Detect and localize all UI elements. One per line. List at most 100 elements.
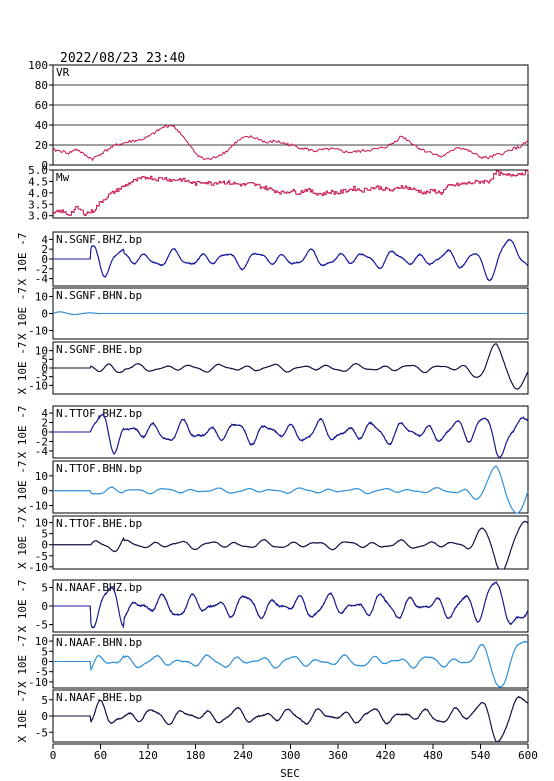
y-tick-label: -10 xyxy=(28,676,48,689)
panel-label: N.NAAF.BHN.bp xyxy=(56,636,142,649)
y-tick-label: -5 xyxy=(35,666,48,679)
panel-frame xyxy=(52,515,529,570)
y-axis-label: X 10E -7 xyxy=(16,406,29,459)
panel-frame xyxy=(52,169,529,219)
x-axis: 0 60 120 180 240 300 360 420 480 540 600 xyxy=(50,743,538,762)
y-tick-label: -5 xyxy=(35,371,48,384)
x-tick-label: 480 xyxy=(423,749,443,762)
y-tick-label: 4.5 xyxy=(28,175,48,188)
y-tick-label: 3.5 xyxy=(28,198,48,211)
series-line xyxy=(53,169,529,216)
x-tick-label: 0 xyxy=(50,749,57,762)
y-axis-label: X 10E -7 xyxy=(16,233,29,286)
panel-label: VR xyxy=(56,66,70,79)
y-tick-label: 10 xyxy=(35,635,48,648)
x-tick-label: 300 xyxy=(281,749,301,762)
y-tick-label: 0 xyxy=(41,362,48,375)
y-tick-label: 80 xyxy=(35,79,48,92)
y-tick-label: -5 xyxy=(35,550,48,563)
figure-title: 2022/08/23 23:40 xyxy=(60,51,185,66)
y-tick-label: 0 xyxy=(41,159,48,172)
panel-label: N.SGNF.BHE.bp xyxy=(56,343,142,356)
y-tick-label: -10 xyxy=(28,379,48,392)
y-tick-label: 0 xyxy=(41,426,48,439)
y-tick-label: 4.0 xyxy=(28,187,48,200)
panel-7: -10 0 10 N.TTOF.BHN.bp X 10E -7 xyxy=(16,460,529,514)
y-tick-label: 5 xyxy=(41,645,48,658)
synthetic-trace xyxy=(53,695,529,743)
synthetic-trace xyxy=(53,640,529,688)
panel-label: N.SGNF.BHZ.bp xyxy=(56,233,142,246)
y-axis-label: X 10E -7 xyxy=(16,461,29,514)
x-tick-label: 120 xyxy=(138,749,158,762)
y-axis-label: X 10E -7 xyxy=(16,580,29,633)
y-tick-label: -10 xyxy=(28,325,48,338)
panel-label: N.TTOF.BHZ.bp xyxy=(56,407,142,420)
y-tick-label: -5 xyxy=(35,726,48,739)
synthetic-trace xyxy=(53,238,529,282)
y-tick-label: 0 xyxy=(41,308,48,321)
y-tick-label: 0 xyxy=(41,485,48,498)
x-tick-label: 420 xyxy=(376,749,396,762)
y-tick-label: 100 xyxy=(28,59,48,72)
y-axis-label: X 10E -7 xyxy=(16,287,29,340)
y-tick-label: 0 xyxy=(41,253,48,266)
synthetic-trace xyxy=(53,413,529,458)
y-tick-label: 3.0 xyxy=(28,210,48,223)
y-tick-label: 40 xyxy=(35,119,48,132)
y-tick-label: -2 xyxy=(35,263,48,276)
y-tick-label: 0 xyxy=(41,539,48,552)
panel-label: Mw xyxy=(56,171,70,184)
y-tick-label: 4 xyxy=(41,407,48,420)
y-tick-label: 5 xyxy=(41,694,48,707)
panel-4: -10 0 10 N.SGNF.BHN.bp X 10E -7 xyxy=(16,287,529,340)
panel-label: N.SGNF.BHN.bp xyxy=(56,289,142,302)
x-tick-label: 60 xyxy=(94,749,107,762)
panel-frame xyxy=(52,460,529,514)
panel-11: -5 0 5 N.NAAF.BHE.bp X 10E -7 xyxy=(16,689,529,743)
x-tick-label: 600 xyxy=(518,749,538,762)
y-tick-label: 10 xyxy=(35,517,48,530)
y-tick-label: 60 xyxy=(35,99,48,112)
panel-1: 0 20 40 60 80 100 VR xyxy=(28,59,529,172)
y-tick-label: 0 xyxy=(41,600,48,613)
y-tick-label: 10 xyxy=(35,345,48,358)
y-tick-label: 5 xyxy=(41,353,48,366)
x-axis-label: SEC xyxy=(280,767,300,780)
panel-label: N.NAAF.BHZ.bp xyxy=(56,581,142,594)
panel-label: N.NAAF.BHE.bp xyxy=(56,691,142,704)
y-tick-label: -4 xyxy=(35,445,49,458)
y-tick-label: -4 xyxy=(35,273,49,286)
y-axis-label: X 10E -7 xyxy=(16,690,29,743)
panel-frame xyxy=(52,64,529,166)
x-tick-label: 360 xyxy=(328,749,348,762)
y-tick-label: 4 xyxy=(41,233,48,246)
x-tick-label: 540 xyxy=(471,749,491,762)
y-tick-label: 2 xyxy=(41,243,48,256)
synthetic-trace xyxy=(52,311,528,315)
y-tick-label: -10 xyxy=(28,500,48,513)
y-tick-label: 0 xyxy=(41,710,48,723)
y-tick-label: 10 xyxy=(35,470,48,483)
synthetic-trace xyxy=(53,343,529,390)
y-tick-label: -5 xyxy=(35,619,48,632)
y-tick-label: 5 xyxy=(41,581,48,594)
y-tick-label: 5.0 xyxy=(28,164,48,177)
panel-label: N.TTOF.BHE.bp xyxy=(56,517,142,530)
panel-9: -5 0 5 N.NAAF.BHZ.bp X 10E -7 xyxy=(16,579,529,633)
y-tick-label: 2 xyxy=(41,417,48,430)
synthetic-trace xyxy=(53,521,529,570)
panel-2: 3.03.54.04.55.0 Mw xyxy=(28,164,529,223)
y-tick-label: -10 xyxy=(28,561,48,574)
y-axis-label: X 10E -7 xyxy=(16,516,29,569)
y-tick-label: 5 xyxy=(41,528,48,541)
series-line xyxy=(52,124,529,162)
x-tick-label: 180 xyxy=(186,749,206,762)
